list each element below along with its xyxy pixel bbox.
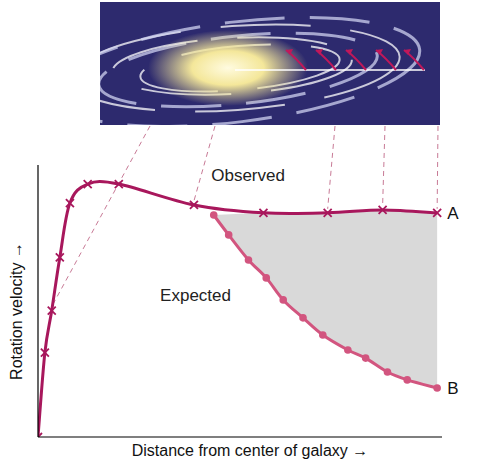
series-label: Observed (211, 166, 285, 185)
y-axis-title: Rotation velocity → (8, 242, 25, 380)
marker (84, 180, 92, 188)
rotation-arrow (346, 50, 366, 70)
rotation-arrowhead (404, 49, 411, 55)
rotation-arrow (376, 50, 396, 70)
difference-area (214, 210, 437, 388)
marker (41, 349, 49, 357)
marker (379, 206, 387, 214)
connector (383, 126, 385, 206)
rotation-arrowhead (286, 49, 293, 55)
marker (344, 346, 352, 354)
galaxy-image (100, 2, 440, 125)
rotation-arrowhead (346, 49, 353, 55)
marker (433, 209, 441, 217)
marker (319, 331, 327, 339)
galaxy-core (148, 30, 308, 106)
x-axis-title: Distance from center of galaxy → (132, 442, 369, 459)
connector (437, 126, 439, 209)
connector (194, 126, 215, 201)
marker (66, 199, 74, 207)
series-line (214, 215, 437, 388)
chart: Observed Expected A B Distance from center o… (0, 0, 477, 465)
marker (384, 368, 392, 376)
marker (433, 384, 441, 392)
plot-area (38, 180, 441, 437)
series-label: Expected (160, 286, 231, 305)
marker (115, 180, 123, 188)
marker (362, 354, 370, 362)
marker (48, 307, 56, 315)
rotation-arrow (316, 50, 336, 70)
marker (210, 211, 218, 219)
rotation-arrow (286, 50, 306, 70)
rotation-arrowhead (316, 49, 323, 55)
marker (259, 209, 267, 217)
marker (245, 256, 253, 264)
rotation-arrow (404, 50, 424, 70)
spiral-arm (100, 2, 426, 125)
y-axis (37, 165, 38, 437)
end-label: A (447, 204, 459, 223)
spiral-arm (100, 15, 403, 122)
marker (279, 296, 287, 304)
rotation-arrowhead (376, 49, 383, 55)
end-label: B (447, 379, 458, 398)
series-line (38, 182, 437, 437)
x-axis (38, 436, 442, 437)
marker (403, 376, 411, 384)
marker (324, 209, 332, 217)
marker (262, 274, 270, 282)
marker (190, 201, 198, 209)
connector (328, 126, 335, 209)
marker (299, 314, 307, 322)
marker (225, 231, 233, 239)
marker (56, 253, 64, 261)
